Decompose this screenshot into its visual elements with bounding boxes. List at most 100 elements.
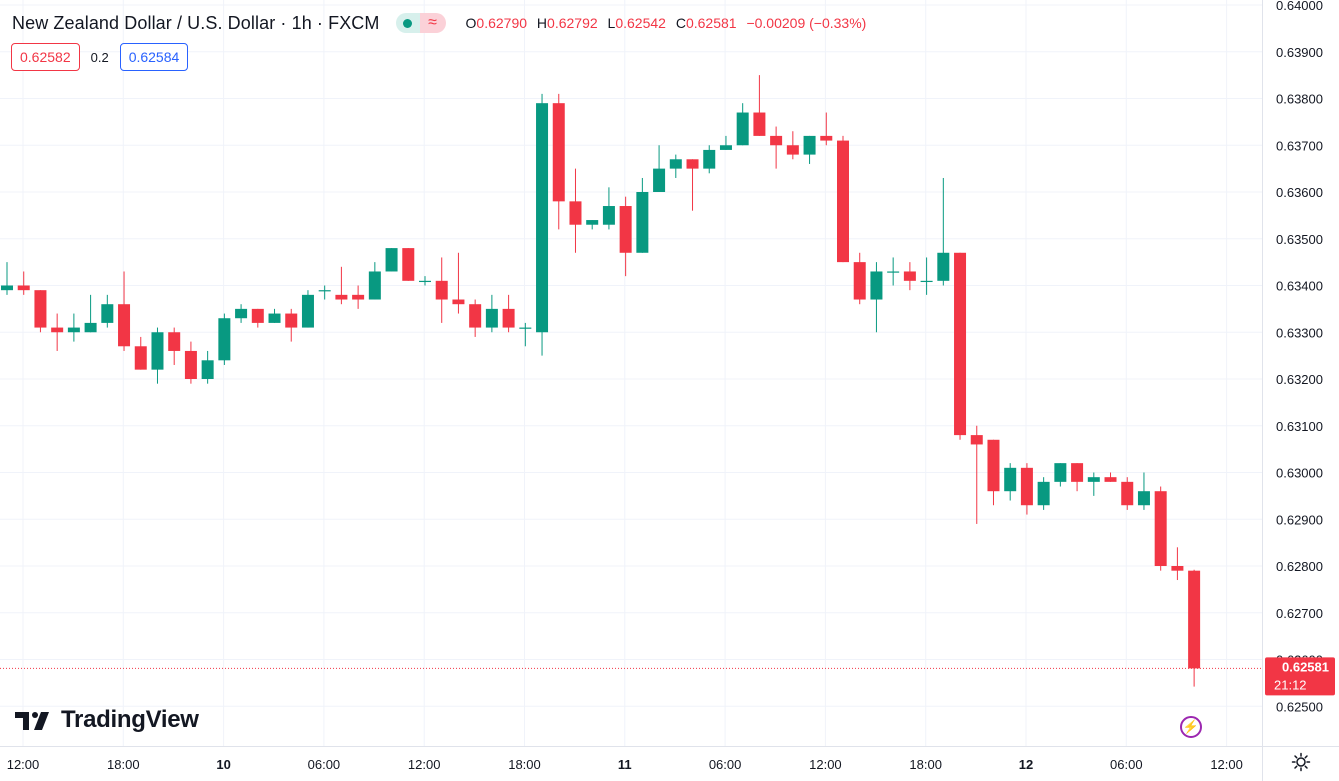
candle-body (669, 159, 682, 169)
candle-body (51, 327, 64, 333)
candle-body (736, 112, 749, 146)
tradingview-logo[interactable]: TradingView (15, 706, 199, 734)
low-label: L (607, 15, 616, 31)
price-tick-label: 0.63600 (1276, 185, 1323, 200)
candle (84, 294, 97, 333)
candle (134, 336, 147, 370)
candle-body (67, 327, 80, 333)
candle-body (536, 103, 549, 333)
low-value: 0.62542 (615, 15, 666, 31)
candle (285, 308, 298, 342)
candle-body (1137, 491, 1150, 506)
candle (686, 159, 699, 211)
spread-value: 0.2 (90, 49, 109, 65)
candle (519, 322, 532, 347)
candle-body (419, 280, 431, 283)
candle-body (335, 294, 348, 300)
candle (502, 294, 515, 333)
price-tick-label: 0.62900 (1276, 512, 1323, 527)
candle (402, 248, 415, 281)
candle-body (1, 285, 13, 291)
candle-body (820, 135, 833, 141)
candle (419, 276, 431, 286)
candle (653, 145, 666, 192)
symbol-title[interactable]: New Zealand Dollar / U.S. Dollar · 1h · … (12, 12, 380, 33)
candle-body (853, 262, 866, 300)
candle (469, 299, 482, 337)
candle (770, 126, 783, 169)
time-tick-label: 18:00 (909, 757, 942, 772)
candle (619, 196, 632, 277)
candle-body (84, 322, 97, 333)
candle (753, 75, 766, 136)
market-open-icon (395, 13, 420, 33)
candle-body (1121, 481, 1134, 506)
candle (820, 112, 833, 146)
sell-button[interactable]: 0.62582 (11, 43, 80, 71)
candle (719, 135, 732, 150)
candles (1, 75, 1201, 687)
candle (536, 93, 549, 356)
last-price-label: 0.62581 21:12 (1265, 657, 1335, 696)
candle-body (318, 290, 331, 292)
candle-body (301, 294, 314, 328)
time-tick-label: 10 (216, 757, 230, 772)
candle-body (285, 313, 298, 328)
market-status[interactable]: ≈ (395, 13, 446, 33)
candle (920, 257, 933, 295)
time-tick-label: 06:00 (1110, 757, 1143, 772)
price-axis[interactable]: 0.64000 0.63900 0.63800 0.63700 0.63600 0.635… (1262, 0, 1324, 781)
candle-body (686, 159, 699, 169)
candle-body (987, 439, 1000, 492)
price-tick-label: 0.63700 (1276, 138, 1323, 153)
candle (335, 266, 348, 305)
tradingview-logo-icon (15, 712, 49, 730)
candle-body (586, 220, 599, 225)
ohlc-values: O0.62790 H0.62792 L0.62542 C0.62581 −0.0… (466, 15, 867, 31)
candle-body (201, 360, 214, 379)
candle (235, 304, 248, 323)
candle (1020, 463, 1033, 515)
candle (602, 187, 615, 230)
candle-body (887, 271, 900, 273)
time-tick-label: 12:00 (7, 757, 40, 772)
candle (101, 294, 114, 328)
candle-body (653, 168, 666, 192)
data-delay-icon: ≈ (419, 13, 446, 33)
candle-body (118, 304, 131, 347)
buy-button[interactable]: 0.62584 (119, 43, 189, 71)
candle (586, 220, 599, 230)
time-tick-label: 06:00 (308, 757, 341, 772)
time-axis[interactable]: 12:00 18:00 10 06:00 12:00 18:00 11 06:00 12:00 1… (0, 746, 1339, 773)
candle-body (184, 350, 197, 379)
candle (435, 257, 448, 323)
candle (987, 439, 1000, 506)
candle-body (134, 346, 147, 370)
candle-body (268, 313, 281, 323)
candle (1188, 569, 1201, 687)
candle-body (218, 318, 231, 361)
candle (954, 252, 967, 440)
gear-icon[interactable] (1291, 752, 1311, 772)
candle-body (937, 252, 950, 281)
candle-body (519, 327, 532, 329)
candle-body (435, 280, 448, 300)
candle (1037, 477, 1050, 510)
candle (184, 341, 197, 384)
candle-body (636, 192, 649, 253)
time-tick-label: 18:00 (107, 757, 140, 772)
time-tick-label: 18:00 (508, 757, 541, 772)
candle-body (837, 140, 849, 263)
candle (201, 350, 214, 384)
candle-body (402, 248, 415, 281)
candle (368, 262, 381, 300)
close-label: C (675, 15, 686, 31)
candle (268, 308, 281, 323)
candle-body (619, 206, 632, 253)
price-tick-label: 0.63200 (1276, 372, 1323, 387)
price-tick-label: 0.63900 (1276, 45, 1323, 60)
flash-icon[interactable]: ⚡ (1180, 716, 1202, 738)
candle (1087, 472, 1100, 496)
open-value: 0.62790 (476, 15, 528, 31)
